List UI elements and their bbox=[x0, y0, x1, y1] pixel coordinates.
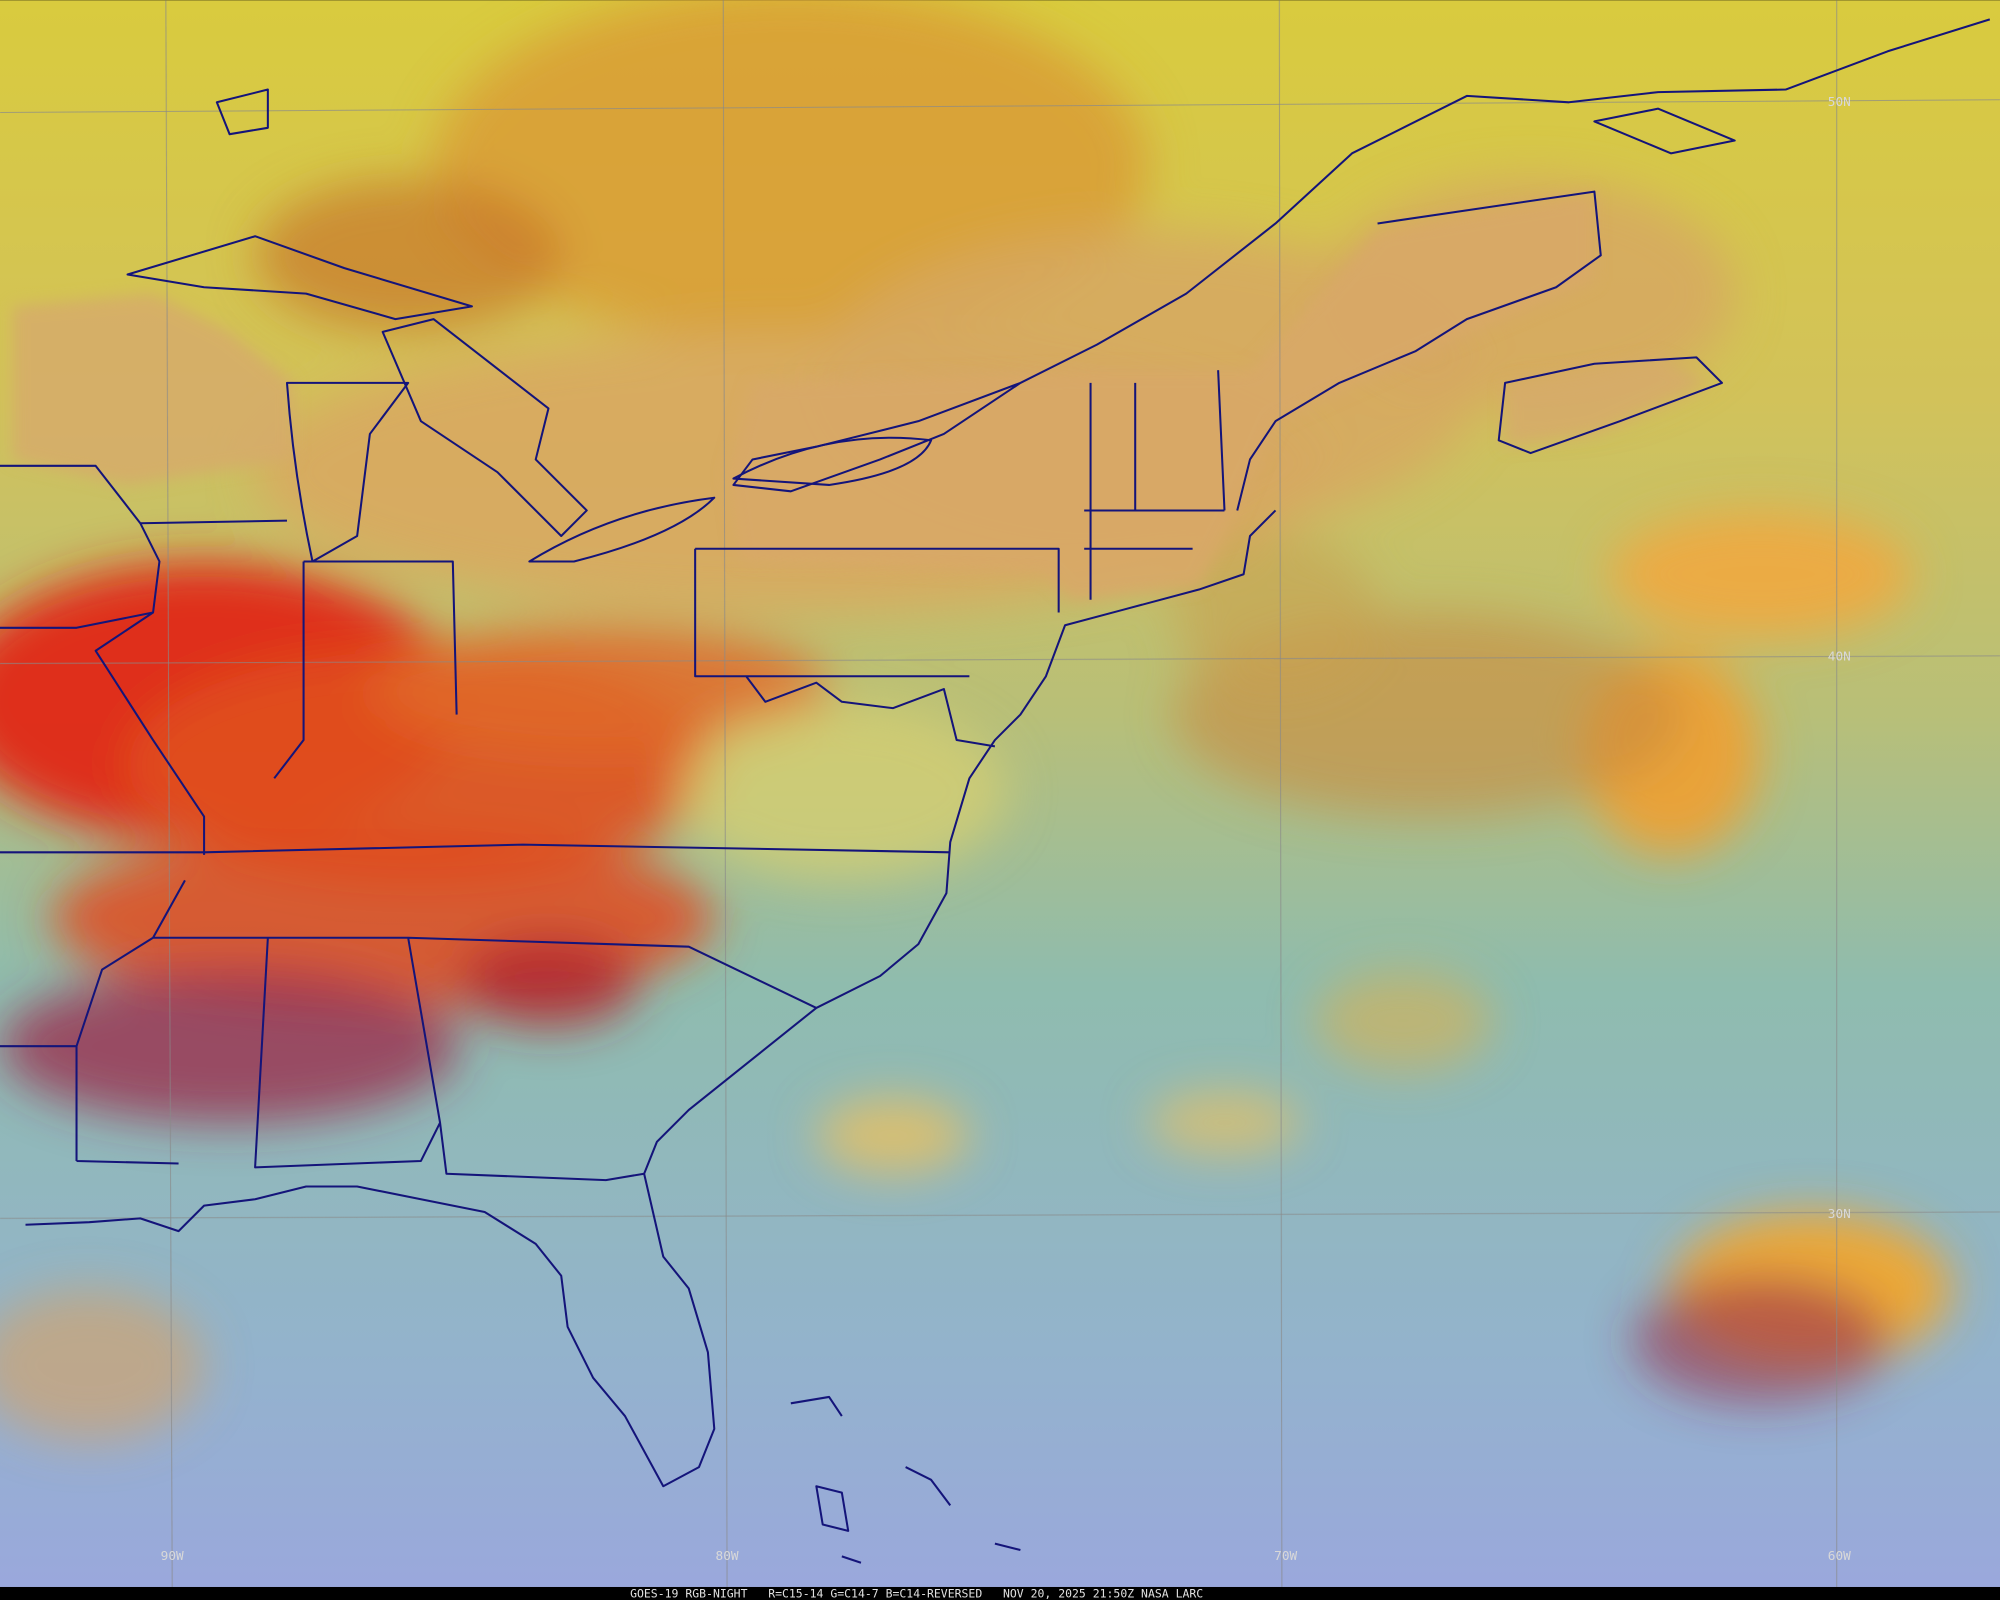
longitude-line bbox=[722, 0, 728, 1587]
state-lines bbox=[0, 370, 1226, 1182]
lon-label: 60W bbox=[1828, 1549, 1851, 1564]
latitude-labels: 50N 40N 30N bbox=[1828, 95, 1851, 1222]
lon-label: 80W bbox=[716, 1549, 739, 1564]
lat-label: 50N bbox=[1828, 95, 1851, 110]
longitude-line bbox=[1278, 0, 1283, 1587]
lat-label: 30N bbox=[1828, 1207, 1851, 1222]
longitude-labels: 90W 80W 70W 60W bbox=[161, 1549, 1851, 1564]
coastline bbox=[1236, 107, 1736, 511]
coastline bbox=[25, 18, 1991, 1488]
latitude-line bbox=[0, 1211, 2000, 1219]
latitude-line bbox=[0, 99, 2000, 114]
islands bbox=[790, 1395, 1021, 1564]
cloud-fields bbox=[0, 0, 1952, 1442]
footer-bar bbox=[0, 1586, 2000, 1600]
lon-label: 70W bbox=[1274, 1549, 1297, 1564]
latitude-line bbox=[0, 655, 2000, 665]
boundaries bbox=[0, 18, 1991, 1564]
longitude-line bbox=[165, 0, 173, 1587]
lon-label: 90W bbox=[161, 1549, 184, 1564]
land-masses bbox=[12, 191, 1710, 600]
great-lakes bbox=[126, 88, 933, 563]
lat-label: 40N bbox=[1828, 650, 1851, 665]
footer-text: GOES-19 RGB-NIGHT R=C15-14 G=C14-7 B=C14… bbox=[630, 1587, 1203, 1600]
